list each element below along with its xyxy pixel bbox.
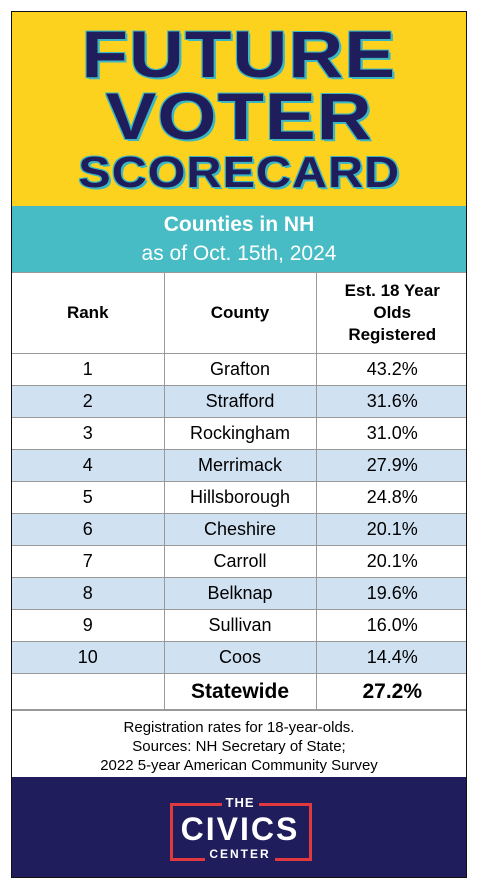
table-row: 7 Carroll 20.1% — [12, 545, 466, 578]
scorecard: FUTURE VOTER SCORECARD Counties in NH as… — [11, 11, 467, 878]
note-line: 2022 5-year American Community Survey — [100, 756, 378, 774]
table-cell: 4 — [12, 449, 165, 482]
table-cell: Grafton — [163, 353, 317, 386]
header-text: County — [210, 303, 270, 322]
table-row: 8 Belknap 19.6% — [12, 577, 466, 610]
table-cell: Hillsborough — [163, 481, 317, 514]
table-cell: Rockingham — [163, 417, 317, 450]
header: FUTURE VOTER SCORECARD — [12, 12, 466, 206]
table-cell: 20.1% — [315, 545, 466, 578]
logo-text: CENTER — [205, 847, 275, 861]
table-cell: 8 — [12, 577, 165, 610]
total-label: Statewide — [163, 673, 317, 710]
table-row: 3 Rockingham 31.0% — [12, 417, 466, 450]
table-cell: Cheshire — [163, 513, 317, 546]
subheader-line: as of Oct. 15th, 2024 — [141, 242, 337, 265]
note-line: Sources: NH Secretary of State; — [132, 737, 346, 755]
title-line: SCORECARD — [78, 148, 400, 197]
notes: Registration rates for 18-year-olds. Sou… — [12, 710, 466, 781]
subheader: Counties in NH as of Oct. 15th, 2024 — [12, 206, 466, 272]
table-cell: 2 — [12, 385, 165, 418]
table: Rank County Est. 18 Year Olds Registered… — [12, 272, 466, 710]
header-text: Rank — [66, 303, 109, 322]
table-cell: 5 — [12, 481, 165, 514]
column-header: Est. 18 Year Olds Registered — [315, 272, 466, 354]
table-row: 10 Coos 14.4% — [12, 641, 466, 674]
column-header: County — [163, 272, 317, 354]
table-cell: 9 — [12, 609, 165, 642]
table-cell: Carroll — [163, 545, 317, 578]
table-cell: Strafford — [163, 385, 317, 418]
table-cell: Belknap — [163, 577, 317, 610]
table-cell: Coos — [163, 641, 317, 674]
title-line: VOTER — [105, 79, 373, 153]
table-row: 6 Cheshire 20.1% — [12, 513, 466, 546]
footer: THE CIVICS CENTER — [12, 777, 466, 877]
table-row: 9 Sullivan 16.0% — [12, 609, 466, 642]
table-cell: 7 — [12, 545, 165, 578]
table-row: 5 Hillsborough 24.8% — [12, 481, 466, 514]
table-cell: 31.0% — [315, 417, 466, 450]
table-cell — [12, 673, 165, 710]
table-cell: 43.2% — [315, 353, 466, 386]
subheader-line: Counties in NH — [163, 213, 315, 236]
table-cell: Merrimack — [163, 449, 317, 482]
table-cell: 20.1% — [315, 513, 466, 546]
table-cell: 10 — [12, 641, 165, 674]
table-cell: Sullivan — [163, 609, 317, 642]
table-cell: 16.0% — [315, 609, 466, 642]
logo-main: CIVICS — [180, 811, 300, 847]
table-cell: 1 — [12, 353, 165, 386]
logo-top: THE — [170, 795, 310, 810]
logo-text: THE — [221, 795, 259, 810]
table-cell: 19.6% — [315, 577, 466, 610]
table-cell: 6 — [12, 513, 165, 546]
logo-bottom: CENTER — [170, 847, 310, 861]
table-row: 4 Merrimack 27.9% — [12, 449, 466, 482]
table-cell: 27.9% — [315, 449, 466, 482]
table-row: 2 Strafford 31.6% — [12, 385, 466, 418]
note-line: Registration rates for 18-year-olds. — [123, 718, 355, 736]
table-cell: 24.8% — [315, 481, 466, 514]
total-value: 27.2% — [315, 673, 466, 710]
table-cell: 31.6% — [315, 385, 466, 418]
logo: THE CIVICS CENTER — [170, 795, 312, 861]
total-row: Statewide 27.2% — [12, 673, 466, 710]
title-line: FUTURE — [81, 17, 397, 91]
table-row: 1 Grafton 43.2% — [12, 353, 466, 386]
table-cell: 14.4% — [315, 641, 466, 674]
table-cell: 3 — [12, 417, 165, 450]
column-header: Rank — [12, 272, 165, 354]
header-text: Est. 18 Year Olds Registered — [344, 281, 440, 344]
header-row: Rank County Est. 18 Year Olds Registered — [12, 272, 466, 354]
